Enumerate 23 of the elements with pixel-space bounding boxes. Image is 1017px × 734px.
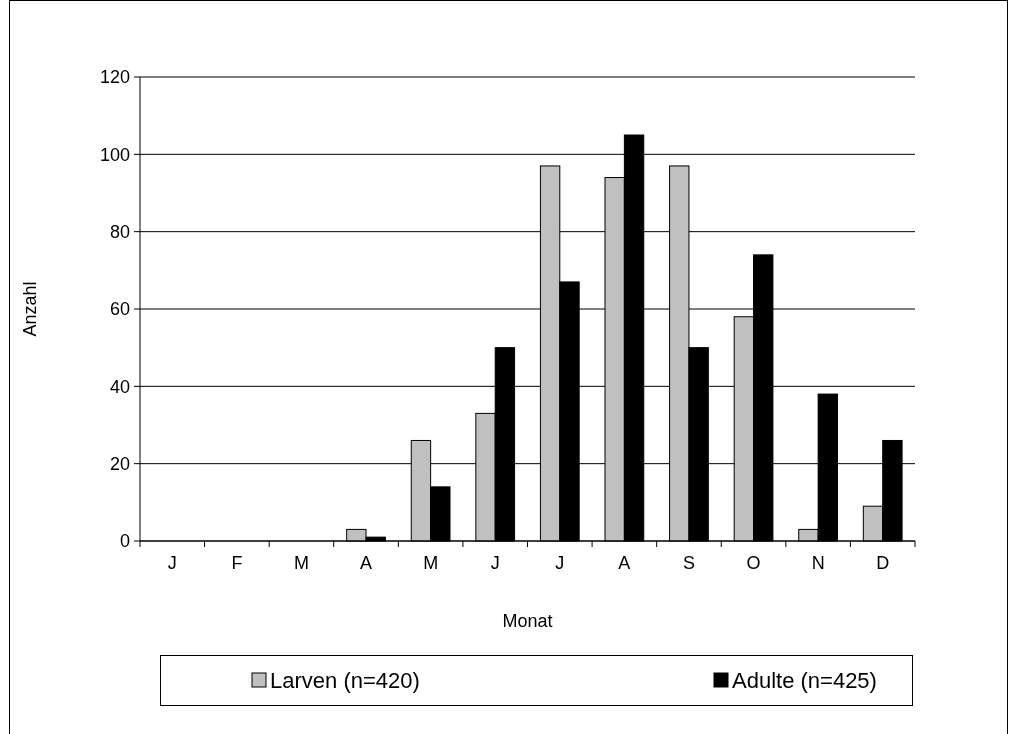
- y-tick-label: 80: [109, 221, 130, 242]
- y-tick-label: 0: [119, 531, 130, 552]
- x-tick-label: J: [167, 553, 177, 573]
- x-tick-label: M: [293, 553, 309, 573]
- y-tick-label: 40: [109, 376, 130, 397]
- y-tick-label: 20: [109, 453, 130, 474]
- y-tick-label: 120: [99, 67, 130, 88]
- x-axis-title: Monat: [502, 611, 553, 631]
- x-tick-label: A: [618, 553, 631, 573]
- x-tick-label: D: [876, 553, 890, 573]
- y-tick-label: 60: [109, 299, 130, 320]
- x-tick-label: F: [231, 553, 243, 573]
- x-tick-label: J: [490, 553, 500, 573]
- x-tick-label: O: [746, 553, 761, 573]
- x-tick-label: S: [682, 553, 695, 573]
- x-tick-label: J: [555, 553, 565, 573]
- y-tick-label: 100: [99, 144, 130, 165]
- legend-label: Larven (n=420): [270, 667, 420, 693]
- x-tick-label: M: [423, 553, 439, 573]
- legend-label: Adulte (n=425): [732, 667, 877, 693]
- x-tick-label: A: [360, 553, 373, 573]
- x-tick-label: N: [811, 553, 825, 573]
- y-axis-title: Anzahl: [20, 281, 40, 337]
